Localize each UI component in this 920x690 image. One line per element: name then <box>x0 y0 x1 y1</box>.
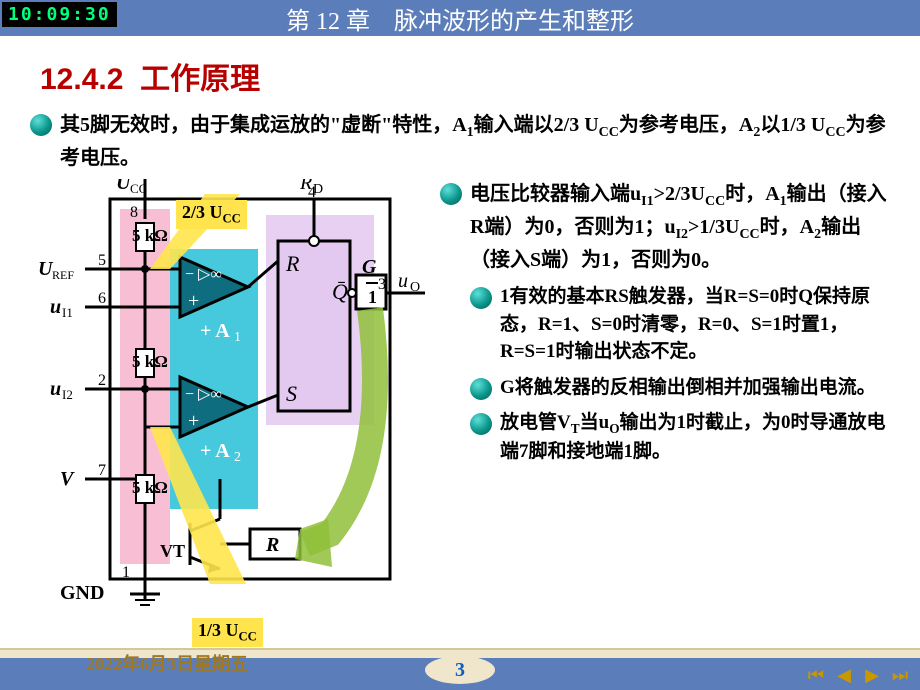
clock-display: 10:09:30 <box>2 2 117 27</box>
page-number-badge: 3 <box>425 656 495 684</box>
svg-text:5 kΩ: 5 kΩ <box>132 478 168 497</box>
svg-text:8: 8 <box>130 204 138 221</box>
svg-text:CC: CC <box>130 181 147 196</box>
svg-text:G: G <box>362 256 377 278</box>
sub-bullet-2: G将触发器的反相输出倒相并加强输出电流。 <box>470 374 890 402</box>
svg-text:6: 6 <box>98 290 106 307</box>
svg-text:u: u <box>50 296 61 318</box>
main-bullet: 其5脚无效时，由于集成运放的"虚断"特性，A1输入端以2/3 UCC为参考电压，… <box>30 110 890 173</box>
slide-content: 12.4.2 工作原理 其5脚无效时，由于集成运放的"虚断"特性，A1输入端以2… <box>0 36 920 648</box>
bullet-icon <box>470 287 492 309</box>
right-bullet-1: 电压比较器输入端uI1>2/3UCC时，A1输出（接入R端）为0，否则为1；uI… <box>440 179 890 275</box>
nav-first-icon[interactable]: ⏮ <box>804 664 828 686</box>
circuit-diagram: G 1 Q̄ 3 u O R 4 R̄ D S <box>30 179 430 609</box>
bullet-icon <box>470 378 492 400</box>
svg-text:u: u <box>398 270 408 292</box>
bullet-icon <box>440 183 462 205</box>
svg-text:I2: I2 <box>62 387 73 402</box>
section-name: 工作原理 <box>140 63 260 96</box>
sub3-text: 放电管VT当uO输出为1时截止，为0时导通放电端7脚和接地端1脚。 <box>500 409 890 466</box>
svg-text:+: + <box>188 410 199 432</box>
svg-text:2: 2 <box>234 450 241 465</box>
svg-text:R̄: R̄ <box>299 179 312 194</box>
right-bullet-1-text: 电压比较器输入端uI1>2/3UCC时，A1输出（接入R端）为0，否则为1；uI… <box>470 179 890 275</box>
page-number: 3 <box>425 656 495 684</box>
svg-text:I1: I1 <box>62 305 73 320</box>
svg-text:3: 3 <box>378 276 386 293</box>
circuit-column: G 1 Q̄ 3 u O R 4 R̄ D S <box>30 179 430 614</box>
section-heading: 12.4.2 工作原理 <box>40 54 890 98</box>
date-stamp: 2022年6月3日星期五 <box>86 650 248 676</box>
svg-text:5 kΩ: 5 kΩ <box>132 352 168 371</box>
bullet-icon <box>470 413 492 435</box>
svg-text:− ▷∞: − ▷∞ <box>185 386 222 403</box>
nav-next-icon[interactable]: ▶ <box>860 664 884 686</box>
section-number: 12.4.2 <box>40 63 123 96</box>
svg-text:R: R <box>285 251 300 276</box>
svg-text:+: + <box>188 290 199 312</box>
svg-text:− ▷∞: − ▷∞ <box>185 266 222 283</box>
sub-bullet-3: 放电管VT当uO输出为1时截止，为0时导通放电端7脚和接地端1脚。 <box>470 409 890 466</box>
svg-text:VT: VT <box>160 541 185 561</box>
svg-text:1: 1 <box>122 564 130 581</box>
svg-text:O: O <box>410 280 420 295</box>
nav-last-icon[interactable]: ⏭ <box>888 664 912 686</box>
main-bullet-text: 其5脚无效时，由于集成运放的"虚断"特性，A1输入端以2/3 UCC为参考电压，… <box>60 110 890 173</box>
svg-text:REF: REF <box>52 268 74 282</box>
sub1-text: 1有效的基本RS触发器，当R=S=0时Q保持原态，R=1、S=0时清零，R=0、… <box>500 283 890 366</box>
svg-text:2: 2 <box>98 372 106 389</box>
svg-text:D: D <box>313 182 323 197</box>
svg-text:+ A: + A <box>200 440 230 462</box>
bullet-icon <box>30 114 52 136</box>
header-bar: 10:09:30 第 12 章 脉冲波形的产生和整形 <box>0 0 920 36</box>
svg-text:R: R <box>265 534 279 556</box>
svg-text:GND: GND <box>60 582 104 604</box>
svg-text:5 kΩ: 5 kΩ <box>132 226 168 245</box>
svg-text:u: u <box>50 378 61 400</box>
callout-bottom: 1/3 UCC <box>192 618 263 647</box>
nav-buttons: ⏮ ◀ ▶ ⏭ <box>804 664 912 686</box>
sub-bullet-1: 1有效的基本RS触发器，当R=S=0时Q保持原态，R=1、S=0时清零，R=0、… <box>470 283 890 366</box>
nav-prev-icon[interactable]: ◀ <box>832 664 856 686</box>
svg-text:+ A: + A <box>200 320 230 342</box>
svg-text:S: S <box>286 381 297 406</box>
svg-text:7: 7 <box>98 462 106 479</box>
svg-text:1: 1 <box>368 287 377 307</box>
svg-text:1: 1 <box>234 330 241 345</box>
callout-top: 2/3 UCC <box>176 200 247 229</box>
main-columns: G 1 Q̄ 3 u O R 4 R̄ D S <box>30 179 890 614</box>
svg-text:Q̄: Q̄ <box>332 279 348 304</box>
chapter-title: 第 12 章 脉冲波形的产生和整形 <box>0 1 920 36</box>
sub2-text: G将触发器的反相输出倒相并加强输出电流。 <box>500 374 890 402</box>
explain-column: 电压比较器输入端uI1>2/3UCC时，A1输出（接入R端）为0，否则为1；uI… <box>430 179 890 614</box>
svg-text:5: 5 <box>98 252 106 269</box>
svg-text:V: V <box>60 468 75 490</box>
